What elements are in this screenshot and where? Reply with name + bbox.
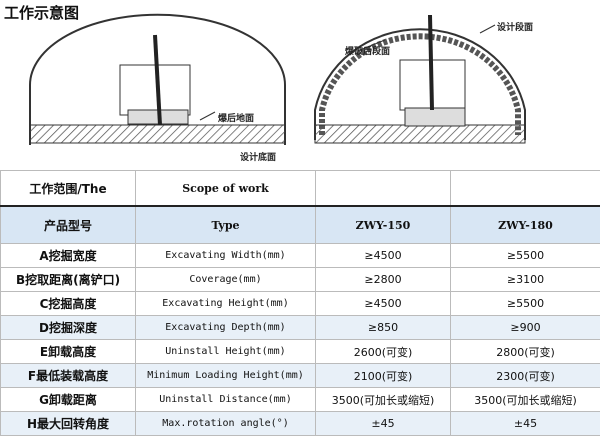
table-header-row: 产品型号 Type ZWY-150 ZWY-180 <box>0 205 600 244</box>
param-name: F最低装载高度 <box>0 363 136 388</box>
table-row: D挖掘深度 Excavating Depth(mm) ≥850 ≥900 <box>0 315 600 340</box>
label-design-section: 设计段面 <box>497 23 534 33</box>
value-zwy150: ≥2800 <box>315 267 451 292</box>
param-name: H最大回转角度 <box>0 411 136 436</box>
table-caption-row: 工作范围/The Scope of work <box>0 170 600 207</box>
param-name: G卸载距离 <box>0 387 136 412</box>
header-zwy180: ZWY-180 <box>450 205 600 244</box>
param-en: Max.rotation angle(°) <box>135 411 316 436</box>
value-zwy180: ≥5500 <box>450 243 600 268</box>
param-name: D挖掘深度 <box>0 315 136 340</box>
header-model: 产品型号 <box>0 205 136 244</box>
table-row: E卸载高度 Uninstall Height(mm) 2600(可变) 2800(可变… <box>0 339 600 364</box>
spec-table: 工作范围/The Scope of work 产品型号 Type ZWY-150… <box>0 170 600 436</box>
left-tunnel-diagram <box>29 13 286 145</box>
value-zwy150: ≥4500 <box>315 243 451 268</box>
value-zwy180: 3500(可加长或缩短) <box>450 387 600 412</box>
param-name: C挖掘高度 <box>0 291 136 316</box>
param-en: Uninstall Distance(mm) <box>135 387 316 412</box>
value-zwy150: 2100(可变) <box>315 363 451 388</box>
param-name: B挖取距离(离铲口) <box>0 267 136 292</box>
label-design-floor: 设计底面 <box>240 153 277 163</box>
param-en: Coverage(mm) <box>135 267 316 292</box>
value-zwy150: 3500(可加长或缩短) <box>315 387 451 412</box>
value-zwy180: 2300(可变) <box>450 363 600 388</box>
param-en: Minimum Loading Height(mm) <box>135 363 316 388</box>
header-type: Type <box>135 205 316 244</box>
value-zwy180: ≥5500 <box>450 291 600 316</box>
page-title: 工作示意图 <box>4 4 80 22</box>
caption-en: Scope of work <box>135 170 316 207</box>
work-diagram <box>29 13 526 145</box>
value-zwy150: ±45 <box>315 411 451 436</box>
header-zwy150: ZWY-150 <box>315 205 451 244</box>
value-zwy180: ≥3100 <box>450 267 600 292</box>
param-en: Excavating Width(mm) <box>135 243 316 268</box>
value-zwy150: 2600(可变) <box>315 339 451 364</box>
table-row: G卸载距离 Uninstall Distance(mm) 3500(可加长或缩短) 3… <box>0 387 600 412</box>
table-row: F最低装载高度 Minimum Loading Height(mm) 2100(可变… <box>0 363 600 388</box>
value-zwy180: ≥900 <box>450 315 600 340</box>
param-en: Excavating Depth(mm) <box>135 315 316 340</box>
param-name: A挖掘宽度 <box>0 243 136 268</box>
table-row: A挖掘宽度 Excavating Width(mm) ≥4500 ≥5500 <box>0 243 600 268</box>
table-row: C挖掘高度 Excavating Height(mm) ≥4500 ≥5500 <box>0 291 600 316</box>
label-post-blast-section: 爆破后段面 <box>345 47 391 57</box>
value-zwy150: ≥850 <box>315 315 451 340</box>
param-en: Uninstall Height(mm) <box>135 339 316 364</box>
caption-cn: 工作范围/The <box>0 170 136 207</box>
value-zwy150: ≥4500 <box>315 291 451 316</box>
value-zwy180: ±45 <box>450 411 600 436</box>
table-row: H最大回转角度 Max.rotation angle(°) ±45 ±45 <box>0 411 600 436</box>
param-en: Excavating Height(mm) <box>135 291 316 316</box>
table-row: B挖取距离(离铲口) Coverage(mm) ≥2800 ≥3100 <box>0 267 600 292</box>
param-name: E卸载高度 <box>0 339 136 364</box>
label-post-blast-ground: 爆后地面 <box>218 114 255 124</box>
value-zwy180: 2800(可变) <box>450 339 600 364</box>
right-tunnel-diagram <box>314 14 526 144</box>
